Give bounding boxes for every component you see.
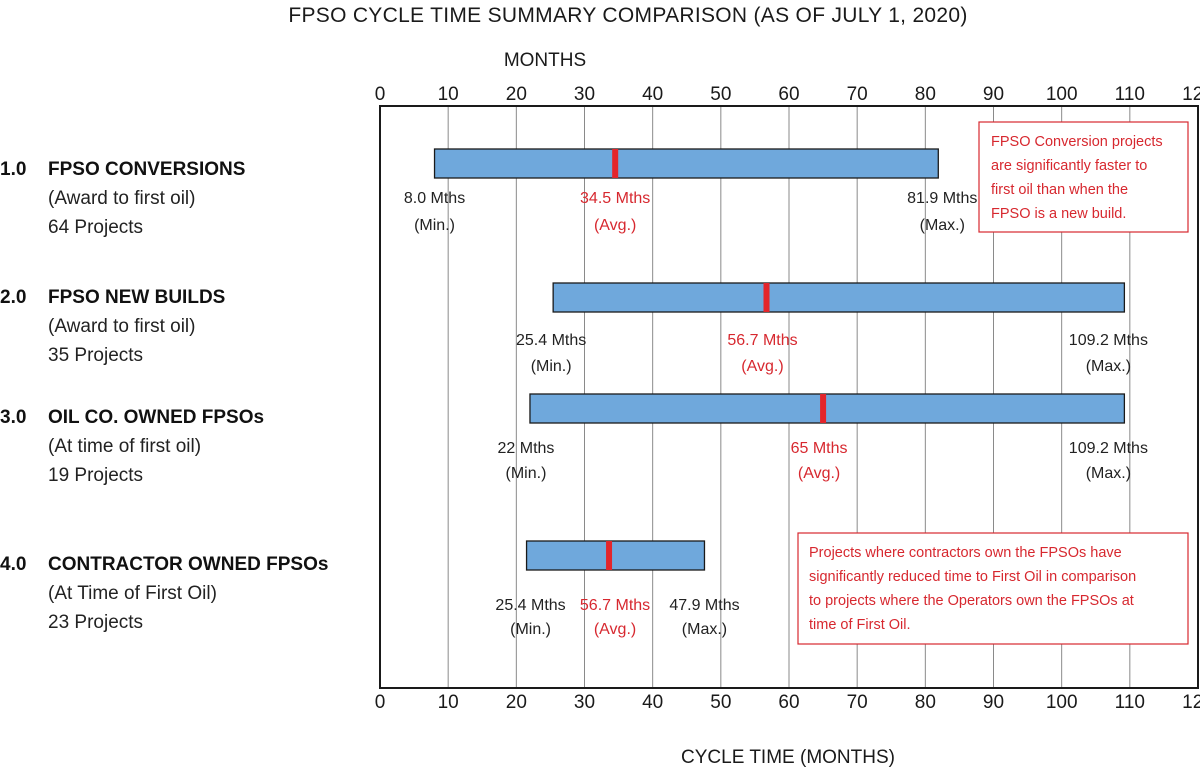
annotation-line: FPSO is a new build. [991,206,1126,222]
avg-marker [820,394,827,423]
category-count: 23 Projects [48,612,143,633]
top-tick-label: 90 [983,84,1004,105]
avg-tag-label: (Avg.) [594,621,636,638]
category-subtitle: (At Time of First Oil) [48,583,217,604]
min-value-label: 25.4 Mths [495,597,565,614]
avg-value-label: 34.5 Mths [580,190,650,207]
chart-title: FPSO CYCLE TIME SUMMARY COMPARISON (AS O… [288,4,967,27]
avg-tag-label: (Avg.) [741,358,783,375]
range-bar [552,282,1126,313]
min-tag-label: (Min.) [531,358,572,375]
range-bar [529,393,1126,424]
avg-tag-label: (Avg.) [798,465,840,482]
category-count: 35 Projects [48,345,143,366]
avg-marker [606,541,613,570]
bottom-tick-label: 20 [506,692,527,713]
bottom-tick-label: 70 [847,692,868,713]
annotation-line: FPSO Conversion projects [991,134,1163,150]
max-tag-label: (Max.) [1086,465,1131,482]
bottom-tick-label: 10 [438,692,459,713]
avg-tag-label: (Avg.) [594,217,636,234]
notes-layer: FPSO Conversion projects are significantl… [797,121,1189,645]
bottom-tick-label: 40 [642,692,663,713]
max-tag-label: (Max.) [682,621,727,638]
max-value-label: 47.9 Mths [669,597,739,614]
bottom-tick-label: 120 [1182,692,1200,713]
bottom-tick-label: 80 [915,692,936,713]
top-tick-label: 30 [574,84,595,105]
annotation-line: time of First Oil. [809,617,911,633]
top-tick-label: 40 [642,84,663,105]
top-tick-label: 70 [847,84,868,105]
bottom-tick-label: 60 [778,692,799,713]
top-tick-label: 0 [375,84,386,105]
avg-value-label: 56.7 Mths [727,332,797,349]
max-tag-label: (Max.) [920,217,965,234]
min-tag-label: (Min.) [414,217,455,234]
min-value-label: 22 Mths [498,440,555,457]
labels-layer: 8.0 Mths (Min.) 34.5 Mths (Avg.) 81.9 Mths (M… [404,190,1148,638]
bars-layer [433,148,1126,571]
top-tick-label: 50 [710,84,731,105]
category-name: FPSO NEW BUILDS [48,287,225,308]
bottom-tick-label: 100 [1046,692,1078,713]
annotation-line: Projects where contractors own the FPSOs… [809,545,1122,561]
bottom-tick-label: 0 [375,692,386,713]
min-tag-label: (Min.) [510,621,551,638]
bottom-tick-label: 90 [983,692,1004,713]
annotation-line: first oil than when the [991,182,1128,198]
annotation-line: significantly reduced time to First Oil … [809,569,1136,585]
category-subtitle: (Award to first oil) [48,316,195,337]
min-value-label: 25.4 Mths [516,332,586,349]
top-tick-label: 110 [1115,84,1145,105]
avg-marker [612,149,619,178]
range-bar [433,148,939,179]
max-value-label: 109.2 Mths [1069,332,1148,349]
annotation-box [978,121,1189,233]
category-number: 3.0 [0,407,26,428]
max-value-label: 109.2 Mths [1069,440,1148,457]
category-count: 19 Projects [48,465,143,486]
category-number: 4.0 [0,554,26,575]
categories-layer: 1.0 FPSO CONVERSIONS (Award to first oil) 6… [0,159,328,633]
max-value-label: 81.9 Mths [907,190,977,207]
min-value-label: 8.0 Mths [404,190,465,207]
bottom-tick-label: 50 [710,692,731,713]
top-tick-label: 80 [915,84,936,105]
annotation-line: to projects where the Operators own the … [809,593,1134,609]
min-tag-label: (Min.) [506,465,547,482]
category-number: 2.0 [0,287,26,308]
category-subtitle: (Award to first oil) [48,188,195,209]
category-count: 64 Projects [48,217,143,238]
annotation-box [797,532,1189,645]
x-axis-label: CYCLE TIME (MONTHS) [681,747,895,768]
range-bar [525,540,706,571]
top-tick-label: 120 [1182,84,1200,105]
category-name: OIL CO. OWNED FPSOs [48,407,264,428]
category-name: FPSO CONVERSIONS [48,159,245,180]
avg-value-label: 65 Mths [791,440,848,457]
bottom-tick-label: 110 [1115,692,1145,713]
max-tag-label: (Max.) [1086,358,1131,375]
top-tick-label: 10 [438,84,459,105]
top-axis-label: MONTHS [504,50,586,71]
top-tick-label: 20 [506,84,527,105]
avg-marker [763,283,770,312]
top-tick-label: 60 [778,84,799,105]
category-name: CONTRACTOR OWNED FPSOs [48,554,328,575]
category-number: 1.0 [0,159,26,180]
plot-frame [379,105,1199,689]
annotation-line: are significantly faster to [991,158,1147,174]
avg-value-label: 56.7 Mths [580,597,650,614]
category-subtitle: (At time of first oil) [48,436,201,457]
bottom-tick-label: 30 [574,692,595,713]
top-tick-label: 100 [1046,84,1078,105]
